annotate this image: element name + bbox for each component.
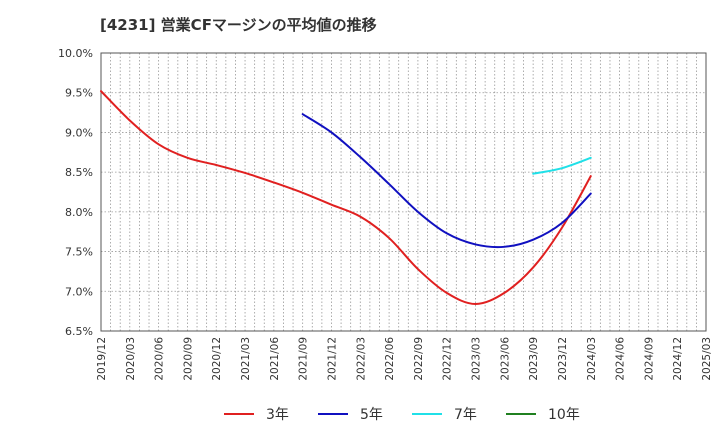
x-tick-label: 2020/09 <box>182 337 194 381</box>
y-tick-label: 7.5% <box>65 246 93 259</box>
y-tick-label: 8.0% <box>65 206 93 219</box>
x-tick-label: 2024/12 <box>672 337 684 381</box>
x-tick-label: 2024/09 <box>643 337 655 381</box>
y-tick-label: 8.5% <box>65 166 93 179</box>
x-tick-label: 2020/06 <box>154 337 166 381</box>
x-axis-ticks: 2019/12 2020/03 2020/06 2020/09 2020/12 2021/… <box>96 337 713 381</box>
x-tick-label: 2023/06 <box>499 337 511 381</box>
y-tick-label: 9.5% <box>65 87 93 100</box>
legend-label: 5年 <box>360 407 383 423</box>
x-tick-label: 2019/12 <box>96 337 108 381</box>
x-tick-label: 2023/09 <box>528 337 540 381</box>
x-tick-label: 2021/09 <box>298 337 310 381</box>
legend: 3年 5年 7年 10年 <box>224 407 580 423</box>
series-layer <box>100 90 592 305</box>
legend-label: 7年 <box>454 407 477 423</box>
legend-label: 10年 <box>548 407 580 423</box>
y-tick-label: 10.0% <box>58 47 93 60</box>
x-tick-label: 2021/12 <box>326 337 338 381</box>
y-tick-label: 6.5% <box>65 325 93 338</box>
y-tick-label: 7.0% <box>65 285 93 298</box>
x-tick-label: 2022/12 <box>442 337 454 381</box>
grid-layer <box>101 53 706 331</box>
x-tick-label: 2020/12 <box>211 337 223 381</box>
x-tick-label: 2025/03 <box>701 337 713 381</box>
x-tick-label: 2020/03 <box>125 337 137 381</box>
x-tick-label: 2024/06 <box>615 337 627 381</box>
x-tick-label: 2023/12 <box>557 337 569 381</box>
x-tick-label: 2024/03 <box>586 337 598 381</box>
legend-label: 3年 <box>266 407 289 423</box>
series-line-3 <box>532 156 592 175</box>
x-tick-label: 2023/03 <box>471 337 483 381</box>
series-line-1 <box>100 90 592 305</box>
y-axis-ticks: 10.0% 9.5% 9.0% 8.5% 8.0% 7.5% 7.0% 6.5% <box>58 47 93 338</box>
y-tick-label: 9.0% <box>65 126 93 139</box>
x-tick-label: 2022/03 <box>355 337 367 381</box>
x-tick-label: 2022/09 <box>413 337 425 381</box>
x-tick-label: 2021/06 <box>269 337 281 381</box>
series-line-2 <box>301 113 592 249</box>
plot-frame <box>100 52 707 332</box>
x-tick-label: 2022/06 <box>384 337 396 381</box>
chart-title: [4231] 営業CFマージンの平均値の推移 <box>100 16 377 34</box>
x-tick-label: 2021/03 <box>240 337 252 381</box>
